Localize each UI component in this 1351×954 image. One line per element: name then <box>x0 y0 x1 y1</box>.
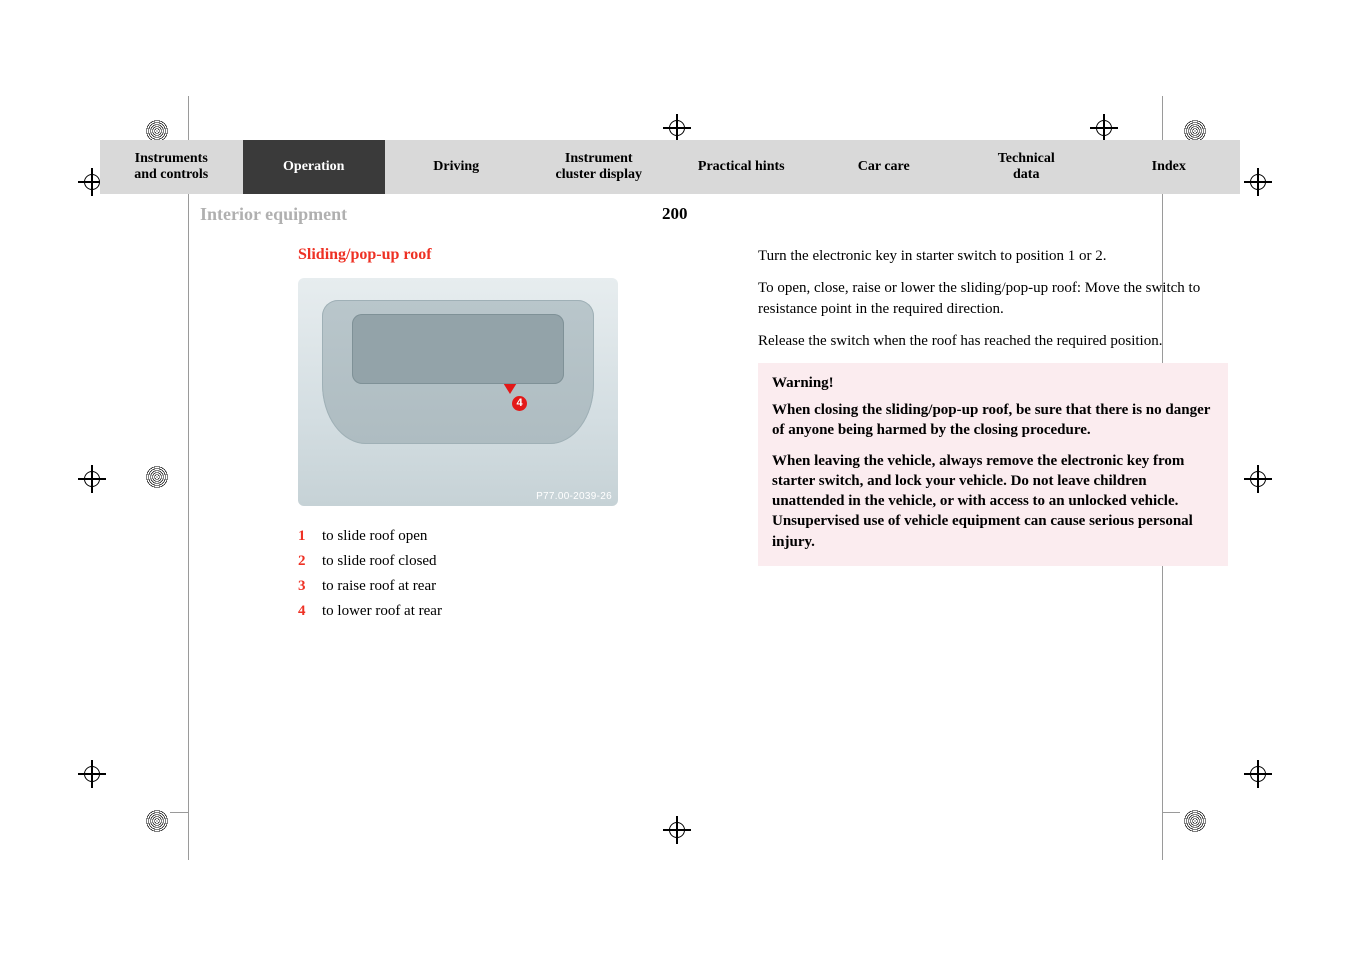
roof-switch-figure: SOS ▦ ↻ 1 2 3 4 P77.00-2039-26 <box>298 278 618 506</box>
tab-instrument-cluster[interactable]: Instrumentcluster display <box>528 140 671 194</box>
legend-row: 4 to lower roof at rear <box>298 603 718 620</box>
trim-tick-bl <box>170 812 188 813</box>
legend-text: to slide roof closed <box>322 553 437 570</box>
body-paragraph: Release the switch when the roof has rea… <box>758 331 1228 351</box>
legend-row: 2 to slide roof closed <box>298 553 718 570</box>
reg-cross-ml-b <box>1244 465 1272 493</box>
legend-text: to slide roof open <box>322 528 427 545</box>
recirc-button-icon: ↻ <box>452 330 478 356</box>
legend-key: 2 <box>298 553 312 570</box>
arrow-3-icon <box>514 316 534 332</box>
page-number: 200 <box>662 204 688 224</box>
legend-row: 1 to slide roof open <box>298 528 718 545</box>
section-header: Interior equipment 200 <box>100 204 1240 232</box>
arrow-4-icon <box>500 378 520 394</box>
reg-circle-br <box>1184 810 1206 832</box>
sos-button-icon: SOS <box>380 330 406 356</box>
warning-paragraph: When leaving the vehicle, always remove … <box>772 451 1214 552</box>
legend-key: 1 <box>298 528 312 545</box>
tab-label: Instrumentcluster display <box>556 151 642 183</box>
legend-key: 4 <box>298 603 312 620</box>
reg-cross-bl <box>78 760 106 788</box>
section-title: Interior equipment <box>100 204 347 225</box>
nav-tabs: Instrumentsand controls Operation Drivin… <box>100 140 1240 194</box>
body-paragraph: Turn the electronic key in starter switc… <box>758 246 1228 266</box>
callout-2: 2 <box>414 358 429 373</box>
arrow-2-icon <box>418 358 434 378</box>
body-paragraph: To open, close, raise or lower the slidi… <box>758 278 1228 319</box>
reg-circle-bl <box>146 810 168 832</box>
callout-1: 1 <box>414 338 429 353</box>
reg-circle-tl <box>146 120 168 142</box>
figure-legend: 1 to slide roof open 2 to slide roof clo… <box>298 528 718 620</box>
reg-cross-tr <box>1244 168 1272 196</box>
legend-key: 3 <box>298 578 312 595</box>
tab-label: Index <box>1152 159 1186 175</box>
legend-text: to lower roof at rear <box>322 603 442 620</box>
tab-label: Technicaldata <box>998 151 1055 183</box>
tab-index[interactable]: Index <box>1098 140 1241 194</box>
reg-cross-tr2 <box>1090 114 1118 142</box>
tab-label: Instrumentsand controls <box>134 151 208 183</box>
body-columns: Sliding/pop-up roof SOS ▦ ↻ 1 2 3 <box>100 246 1240 628</box>
tab-practical-hints[interactable]: Practical hints <box>670 140 813 194</box>
reg-cross-bc <box>663 816 691 844</box>
arrow-1-icon <box>418 316 438 332</box>
right-column: Turn the electronic key in starter switc… <box>758 246 1228 628</box>
warning-paragraph: When closing the sliding/pop-up roof, be… <box>772 400 1214 441</box>
reg-cross-tc <box>663 114 691 142</box>
topic-heading: Sliding/pop-up roof <box>298 246 718 264</box>
overhead-console-illustration: SOS ▦ ↻ 1 2 3 4 <box>322 300 594 444</box>
page: Instrumentsand controls Operation Drivin… <box>100 140 1240 628</box>
callout-4: 4 <box>512 396 527 411</box>
tab-label: Operation <box>283 159 344 175</box>
callout-3: 3 <box>522 330 537 345</box>
trim-tick-br <box>1162 812 1180 813</box>
figure-code: P77.00-2039-26 <box>536 491 612 502</box>
console-buttons: SOS ▦ ↻ <box>380 330 478 356</box>
warning-box: Warning! When closing the sliding/pop-up… <box>758 363 1228 566</box>
tab-instruments-and-controls[interactable]: Instrumentsand controls <box>100 140 243 194</box>
tab-label: Practical hints <box>698 159 785 175</box>
tab-technical-data[interactable]: Technicaldata <box>955 140 1098 194</box>
console-slot <box>450 342 484 354</box>
reg-circle-tr <box>1184 120 1206 142</box>
reg-cross-br <box>1244 760 1272 788</box>
tab-label: Driving <box>433 159 479 175</box>
warning-title: Warning! <box>772 375 1214 392</box>
roof-switch-icon: ▦ <box>416 330 442 356</box>
tab-label: Car care <box>858 159 910 175</box>
legend-text: to raise roof at rear <box>322 578 436 595</box>
tab-car-care[interactable]: Car care <box>813 140 956 194</box>
tab-driving[interactable]: Driving <box>385 140 528 194</box>
legend-row: 3 to raise roof at rear <box>298 578 718 595</box>
tab-operation[interactable]: Operation <box>243 140 386 194</box>
left-column: Sliding/pop-up roof SOS ▦ ↻ 1 2 3 <box>298 246 718 628</box>
